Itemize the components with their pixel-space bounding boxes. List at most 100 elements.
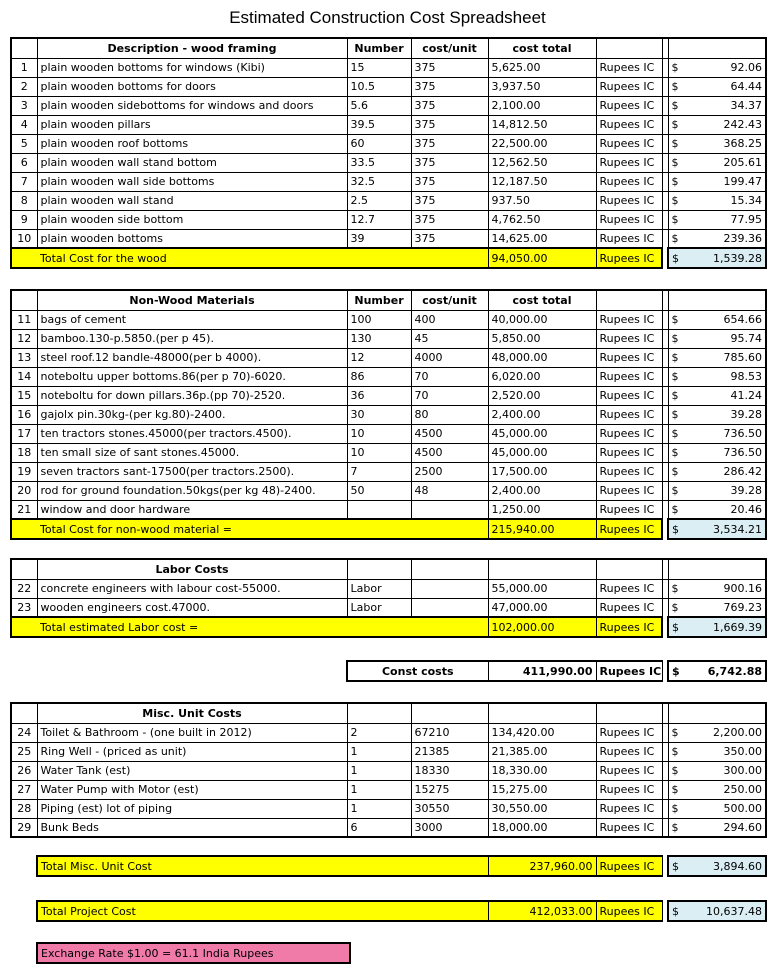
description-cell: concrete engineers with labour cost-5500… [36, 578, 348, 599]
dollar-sign: $ [671, 427, 679, 440]
currency-cell: Rupees IC [595, 309, 663, 330]
usd-cell: $654.66 [667, 309, 767, 330]
col-header-number [346, 558, 412, 580]
number-cell: Labor [346, 578, 412, 599]
cost-total-cell: 22,500.00 [487, 133, 597, 154]
dollar-sign: $ [671, 465, 679, 478]
currency-cell: Rupees IC [595, 722, 663, 743]
description-cell: ten tractors stones.45000(per tractors.4… [36, 423, 348, 444]
description-cell: plain wooden wall side bottoms [36, 171, 348, 192]
currency-cell: Rupees IC [595, 480, 663, 501]
number-cell: 39.5 [346, 114, 412, 135]
row-number: 3 [10, 95, 38, 116]
cost-total-cell: 18,000.00 [487, 817, 597, 838]
description-cell: seven tractors sant-17500(per tractors.2… [36, 461, 348, 482]
spacer-cell [662, 617, 668, 637]
table-body: 11 bags of cement 100 400 40,000.00 Rupees IC… [10, 309, 767, 520]
usd-value: 250.00 [723, 783, 763, 796]
col-header-cost-unit: cost/unit [410, 37, 489, 59]
dollar-sign: $ [671, 332, 679, 345]
number-cell: 33.5 [346, 152, 412, 173]
cost-total-cell: 12,187.50 [487, 171, 597, 192]
row-number: 27 [10, 779, 38, 800]
cost-total-cell: 4,762.50 [487, 209, 597, 230]
currency-cell: Rupees IC [595, 404, 663, 425]
number-cell: 15 [346, 57, 412, 78]
cost-total-cell: 15,275.00 [487, 779, 597, 800]
usd-value: 41.24 [730, 389, 763, 402]
data-row: 27 Water Pump with Motor (est) 1 15275 15,27… [10, 779, 767, 800]
dollar-sign: $ [671, 745, 679, 758]
row-number: 1 [10, 57, 38, 78]
row-number: 16 [10, 404, 38, 425]
data-row: 20 rod for ground foundation.50kgs(per kg… [10, 480, 767, 501]
number-cell: 100 [346, 309, 412, 330]
header-empty-cell [595, 289, 663, 311]
misc-total-usd-cell: $3,894.60 [667, 855, 767, 877]
cost-unit-cell: 375 [410, 152, 489, 173]
cost-total-cell: 2,100.00 [487, 95, 597, 116]
const-costs-usd-cell: $6,742.88 [667, 660, 767, 682]
usd-value: 769.23 [723, 600, 763, 614]
total-cost: 102,000.00 [487, 616, 597, 638]
spacer-cell [662, 901, 668, 921]
dollar-sign: $ [671, 194, 679, 207]
row-number: 2 [10, 76, 38, 97]
description-cell: Piping (est) lot of piping [36, 798, 348, 819]
data-row: 22 concrete engineers with labour cost-55… [10, 578, 767, 599]
description-cell: plain wooden bottoms for doors [36, 76, 348, 97]
const-costs-band: Const costs 411,990.00 Rupees IC $6,742.… [346, 660, 767, 682]
row-number: 21 [10, 499, 38, 520]
cost-total-cell: 2,400.00 [487, 404, 597, 425]
currency-cell: Rupees IC [595, 461, 663, 482]
currency-cell: Rupees IC [595, 95, 663, 116]
usd-value: 900.16 [723, 582, 763, 595]
currency-cell: Rupees IC [595, 779, 663, 800]
row-number: 8 [10, 190, 38, 211]
cost-total-cell: 17,500.00 [487, 461, 597, 482]
total-currency: Rupees IC [595, 247, 663, 269]
currency-cell: Rupees IC [595, 209, 663, 230]
usd-value: 10,637.48 [706, 904, 762, 918]
usd-value: 1,539.28 [713, 251, 762, 265]
cost-unit-cell: 375 [410, 190, 489, 211]
project-total-band: Total Project Cost 412,033.00 Rupees IC … [36, 900, 767, 922]
description-cell: Ring Well - (priced as unit) [36, 741, 348, 762]
usd-cell: $500.00 [667, 798, 767, 819]
description-cell: Water Pump with Motor (est) [36, 779, 348, 800]
number-cell: 130 [346, 328, 412, 349]
project-total-currency: Rupees IC [595, 900, 663, 922]
data-row: 10 plain wooden bottoms 39 375 14,625.00 Rupe… [10, 228, 767, 249]
dollar-sign: $ [671, 820, 679, 834]
dollar-sign: $ [671, 80, 679, 93]
row-number: 5 [10, 133, 38, 154]
number-cell: 10 [346, 423, 412, 444]
number-cell: 1 [346, 760, 412, 781]
usd-cell: $242.43 [667, 114, 767, 135]
row-number: 18 [10, 442, 38, 463]
number-cell: 1 [346, 741, 412, 762]
col-header-cost-total: cost total [487, 37, 597, 59]
number-cell: 32.5 [346, 171, 412, 192]
cost-total-cell: 40,000.00 [487, 309, 597, 330]
cost-total-cell: 47,000.00 [487, 597, 597, 618]
cost-total-cell: 6,020.00 [487, 366, 597, 387]
dollar-sign: $ [672, 522, 679, 536]
row-number: 20 [10, 480, 38, 501]
cost-unit-cell: 375 [410, 133, 489, 154]
row-number: 12 [10, 328, 38, 349]
currency-cell: Rupees IC [595, 760, 663, 781]
cost-unit-cell: 400 [410, 309, 489, 330]
dollar-sign: $ [671, 600, 679, 614]
data-row: 12 bamboo.130-p.5850.(per p 45). 130 45 5,85… [10, 328, 767, 349]
cost-unit-cell: 30550 [410, 798, 489, 819]
currency-cell: Rupees IC [595, 817, 663, 838]
currency-cell: Rupees IC [595, 442, 663, 463]
cost-unit-cell: 18330 [410, 760, 489, 781]
dollar-sign: $ [671, 231, 679, 245]
cost-unit-cell [410, 499, 489, 520]
cost-total-cell: 2,520.00 [487, 385, 597, 406]
data-row: 21 window and door hardware 1,250.00 Rupees… [10, 499, 767, 520]
dollar-sign: $ [671, 764, 679, 777]
row-number: 15 [10, 385, 38, 406]
